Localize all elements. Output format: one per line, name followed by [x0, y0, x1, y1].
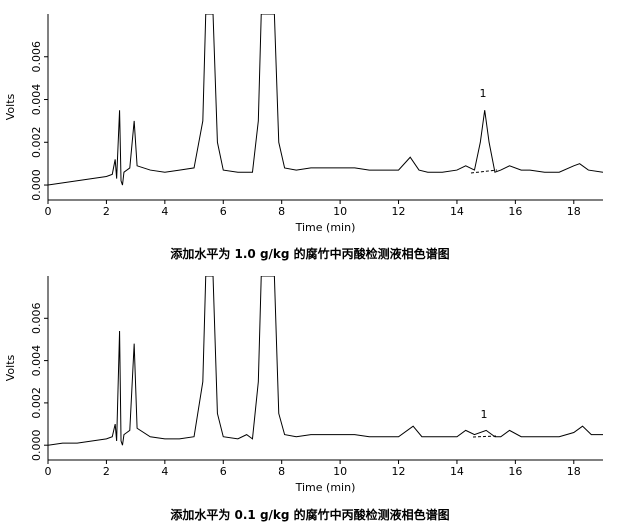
y-tick-label: 0.004 [30, 345, 43, 377]
x-tick-label: 4 [161, 465, 168, 478]
x-tick-label: 0 [45, 205, 52, 218]
x-axis-label: Time (min) [295, 221, 356, 234]
y-tick-label: 0.004 [30, 84, 43, 116]
x-tick-label: 6 [220, 465, 227, 478]
x-tick-label: 16 [508, 465, 522, 478]
x-tick-label: 0 [45, 465, 52, 478]
y-tick-label: 0.000 [30, 169, 43, 201]
baseline [472, 435, 497, 438]
x-tick-label: 14 [450, 205, 464, 218]
x-tick-label: 8 [278, 465, 285, 478]
y-tick-label: 0.006 [30, 303, 43, 335]
baseline [470, 169, 498, 174]
y-tick-label: 0.006 [30, 41, 43, 73]
x-tick-label: 2 [103, 465, 110, 478]
x-tick-label: 10 [333, 465, 347, 478]
y-tick-label: 0.002 [30, 387, 43, 419]
x-tick-label: 6 [220, 205, 227, 218]
trace [48, 276, 603, 446]
x-tick-label: 12 [392, 465, 406, 478]
x-tick-label: 12 [392, 205, 406, 218]
y-tick-label: 0.000 [30, 429, 43, 461]
peak-annotation: 1 [480, 87, 487, 100]
trace [48, 14, 603, 186]
caption: 添加水平为 0.1 g/kg 的腐竹中丙酸检测液相色谱图 [170, 507, 449, 522]
x-tick-label: 2 [103, 205, 110, 218]
y-axis-label: Volts [4, 354, 17, 381]
x-tick-label: 8 [278, 205, 285, 218]
peak-annotation: 1 [481, 408, 488, 421]
x-axis-label: Time (min) [295, 481, 356, 494]
x-tick-label: 4 [161, 205, 168, 218]
y-tick-label: 0.002 [30, 127, 43, 159]
x-tick-label: 16 [508, 205, 522, 218]
y-axis-label: Volts [4, 93, 17, 120]
x-tick-label: 10 [333, 205, 347, 218]
x-tick-label: 18 [567, 465, 581, 478]
x-tick-label: 18 [567, 205, 581, 218]
caption: 添加水平为 1.0 g/kg 的腐竹中丙酸检测液相色谱图 [170, 246, 449, 261]
x-tick-label: 14 [450, 465, 464, 478]
